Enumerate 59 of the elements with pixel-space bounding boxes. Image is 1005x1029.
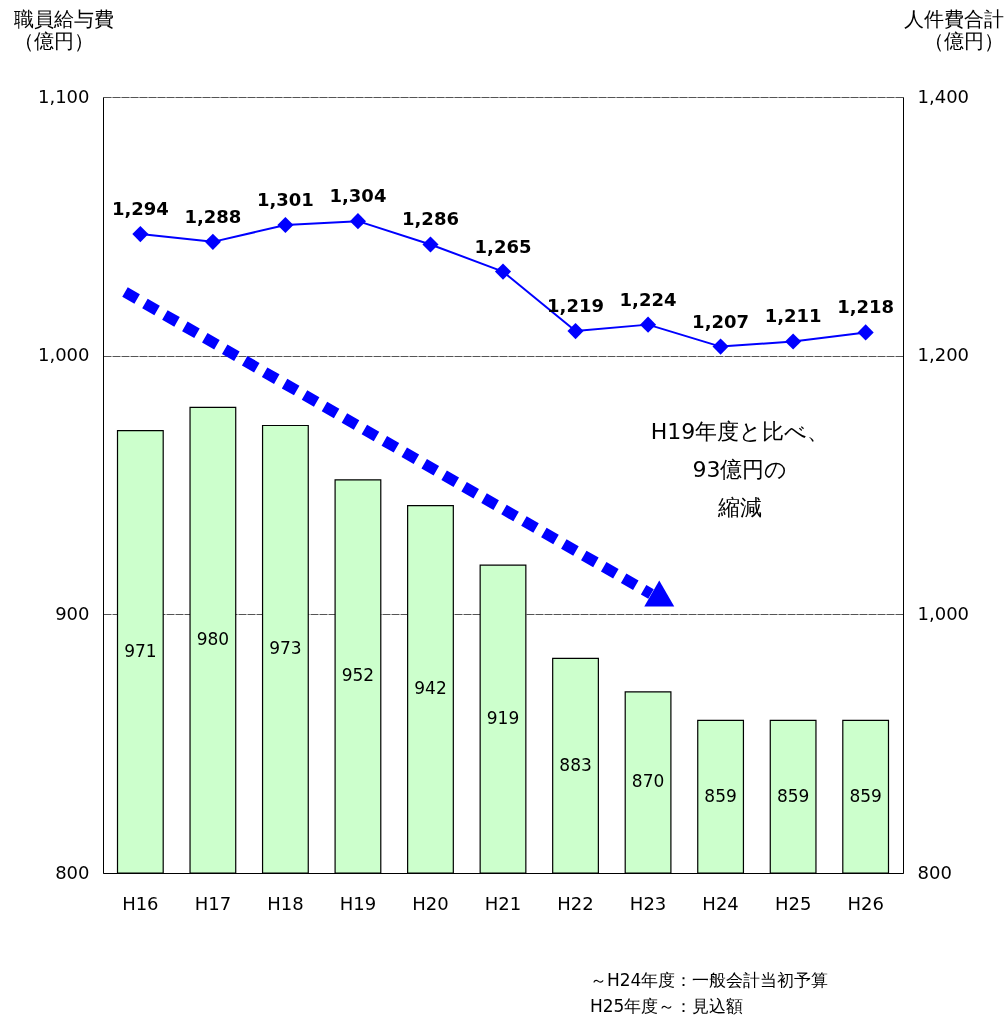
y2-axis-title: 人件費合計（億円） <box>903 6 1004 53</box>
data-label: 1,211 <box>764 305 822 327</box>
annotation: 縮減 <box>717 495 762 520</box>
point <box>857 324 874 341</box>
x-tick-label: H23 <box>629 892 667 914</box>
x-tick-label: H20 <box>412 892 449 914</box>
data-label: 1,301 <box>256 189 314 211</box>
x-tick-label: H25 <box>774 892 812 914</box>
data-label: 942 <box>414 678 447 699</box>
data-label: 952 <box>341 665 375 686</box>
point <box>567 323 584 340</box>
point <box>277 216 294 234</box>
x-tick-label: H24 <box>702 892 739 914</box>
y2-tick-label: 800 <box>917 861 952 883</box>
y-tick-label: 800 <box>55 861 90 883</box>
text: ～H24年度：一般会計当初予算 <box>590 970 829 990</box>
point <box>349 213 366 230</box>
x-tick-label: H21 <box>484 892 522 914</box>
data-label: 1,218 <box>837 296 895 318</box>
y-tick-label: 900 <box>55 602 90 624</box>
point <box>132 226 149 243</box>
data-label: 919 <box>486 708 520 729</box>
y-axis-title: 職員給与費（億円） <box>13 6 114 53</box>
data-label: 1,286 <box>402 208 459 230</box>
data-label: 859 <box>776 785 810 806</box>
y2-tick-label: 1,000 <box>917 602 970 624</box>
data-label: 1,288 <box>184 205 242 227</box>
point <box>785 333 802 350</box>
x-tick-label: H18 <box>267 892 304 914</box>
data-label: 859 <box>849 785 882 806</box>
data-label: 1,294 <box>111 198 169 220</box>
y-tick-label: 1,100 <box>37 85 90 107</box>
x-tick-label: H16 <box>122 892 159 914</box>
point <box>204 233 221 250</box>
text: H25年度～：見込額 <box>590 996 744 1016</box>
y-tick-label: 1,000 <box>37 344 90 366</box>
annotation: 93億円の <box>692 457 788 482</box>
data-label: 883 <box>559 754 592 775</box>
x-tick-label: H22 <box>557 892 594 914</box>
x-tick-label: H19 <box>339 892 377 914</box>
data-label: 980 <box>196 629 230 650</box>
data-label: 1,219 <box>547 295 604 317</box>
data-label: 971 <box>124 640 157 661</box>
annotation: H19年度と比べ、 <box>650 419 830 444</box>
x-tick-label: H17 <box>194 892 232 914</box>
x-tick-label: H26 <box>847 892 884 914</box>
data-label: 1,224 <box>619 288 677 310</box>
data-label: 859 <box>704 785 737 806</box>
data-label: 1,207 <box>692 310 750 332</box>
point <box>712 338 729 355</box>
data-label: 1,304 <box>329 185 387 207</box>
y2-tick-label: 1,200 <box>917 344 970 366</box>
data-label: 1,265 <box>474 235 532 257</box>
data-label: 973 <box>269 638 302 659</box>
data-label: 870 <box>631 771 665 792</box>
point <box>494 263 512 280</box>
y2-tick-label: 1,400 <box>917 85 970 107</box>
point <box>422 236 439 253</box>
point <box>640 316 657 333</box>
